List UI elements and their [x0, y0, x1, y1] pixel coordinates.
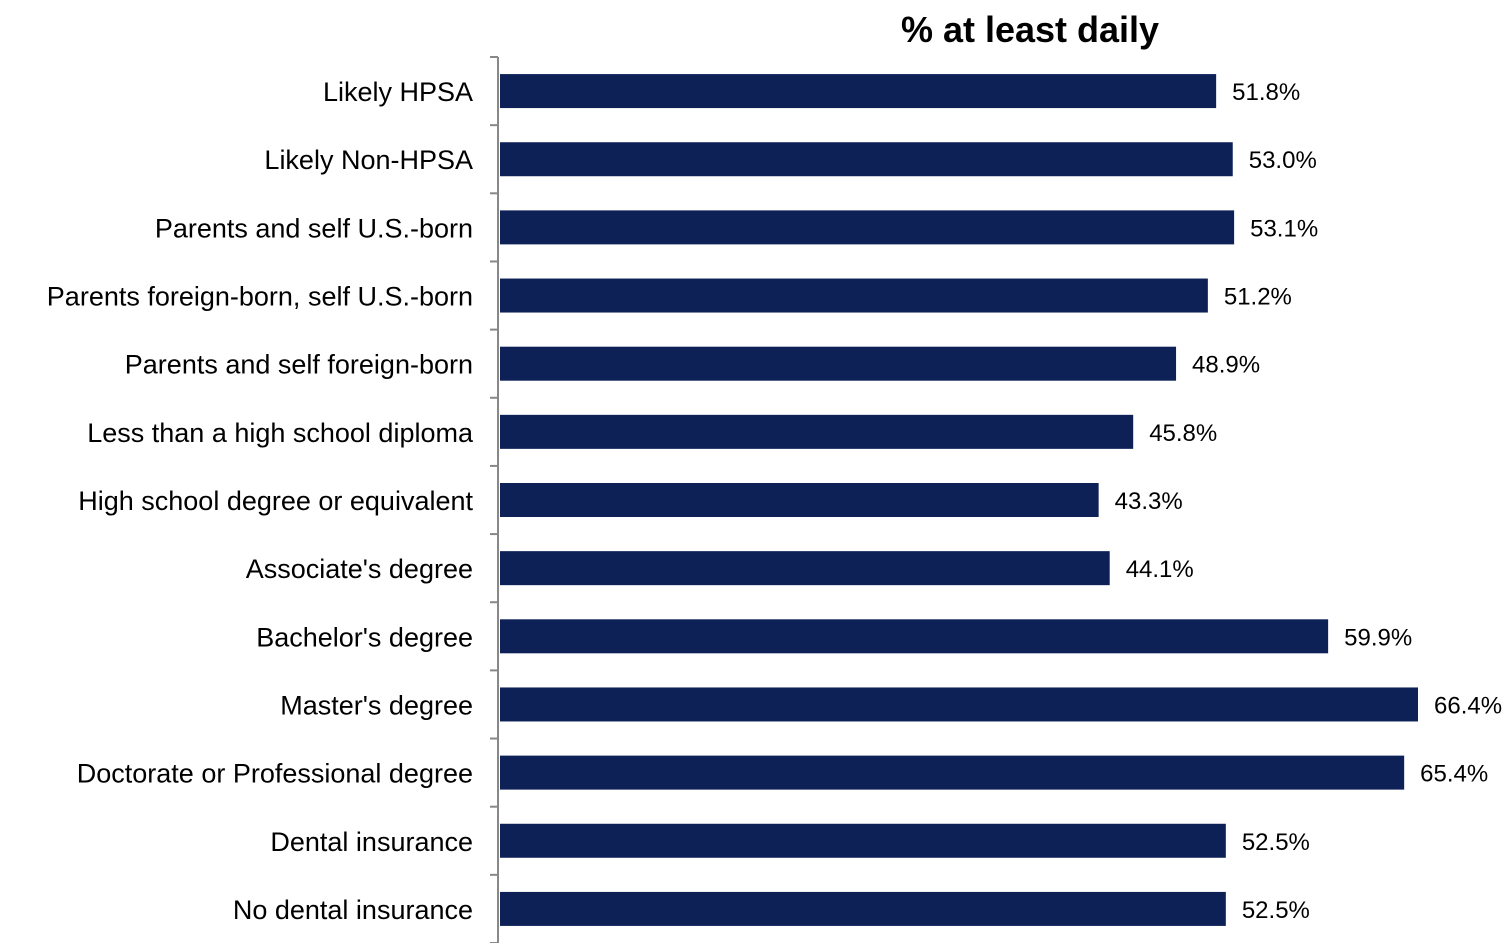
category-label: Parents foreign-born, self U.S.-born: [47, 282, 473, 312]
category-label: Parents and self U.S.-born: [155, 213, 473, 243]
category-label: Associate's degree: [246, 554, 473, 584]
bar: [500, 687, 1418, 722]
bar: [500, 551, 1110, 586]
bar: [500, 619, 1329, 654]
bar-value-label: 53.0%: [1249, 147, 1317, 174]
bars-layer: 51.8% 53.0% 53.1% 51.2% 48.9% 45.8% 43.3% 44.1%…: [500, 74, 1502, 926]
bar: [500, 346, 1177, 381]
bar: [500, 891, 1226, 926]
category-label: Parents and self foreign-born: [125, 350, 473, 380]
bar-value-label: 43.3%: [1115, 488, 1183, 515]
bar: [500, 755, 1405, 790]
category-label: Less than a high school diploma: [87, 418, 474, 448]
category-label: No dental insurance: [233, 895, 473, 925]
bar-value-label: 45.8%: [1149, 420, 1217, 447]
category-label: Doctorate or Professional degree: [77, 759, 473, 789]
category-label: Likely Non-HPSA: [264, 145, 473, 175]
bar: [500, 823, 1226, 858]
category-axis: Likely HPSA Likely Non-HPSA Parents and se…: [47, 56, 499, 943]
category-label: Dental insurance: [270, 827, 473, 857]
bar-value-label: 48.9%: [1192, 352, 1260, 379]
bar: [500, 210, 1235, 245]
bar-value-label: 59.9%: [1344, 624, 1412, 651]
category-label: Likely HPSA: [323, 77, 473, 107]
bar-value-label: 52.5%: [1242, 897, 1310, 924]
bar: [500, 483, 1099, 517]
bar-value-label: 52.5%: [1242, 829, 1310, 856]
bar-value-label: 65.4%: [1420, 761, 1488, 788]
bar: [500, 74, 1217, 109]
bar: [500, 142, 1233, 177]
bar-value-label: 51.2%: [1224, 284, 1292, 311]
bar: [500, 278, 1208, 313]
chart-title: % at least daily: [901, 9, 1159, 50]
category-label: Bachelor's degree: [256, 622, 473, 652]
bar-value-label: 66.4%: [1434, 692, 1502, 719]
bar-value-label: 51.8%: [1232, 79, 1300, 106]
category-label: High school degree or equivalent: [78, 486, 473, 516]
category-label: Master's degree: [280, 690, 473, 720]
bar-value-label: 53.1%: [1250, 215, 1318, 242]
bar-value-label: 44.1%: [1126, 556, 1194, 583]
bar: [500, 414, 1134, 449]
